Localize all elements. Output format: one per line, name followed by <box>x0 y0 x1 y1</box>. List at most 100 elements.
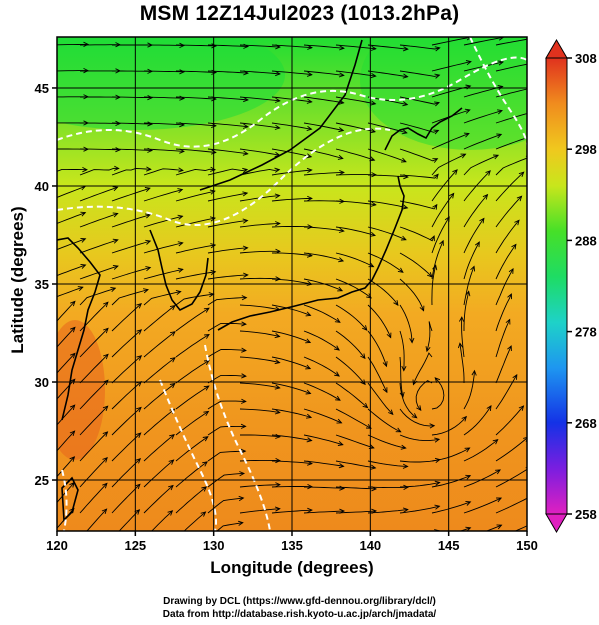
streamline <box>367 70 408 78</box>
streamline <box>111 267 151 280</box>
streamline-arrowhead <box>307 44 313 50</box>
streamline-arrowhead <box>210 149 217 155</box>
streamline <box>431 265 437 306</box>
streamline-arrowhead <box>432 203 438 210</box>
streamline-arrowhead <box>80 237 87 243</box>
streamline-arrowhead <box>242 123 249 129</box>
streamline-arrowhead <box>274 530 276 531</box>
streamline-arrowhead <box>306 153 313 159</box>
streamline-arrowhead <box>274 193 281 199</box>
streamline <box>303 304 341 323</box>
streamline-arrowhead <box>337 154 344 160</box>
streamline <box>463 469 501 488</box>
streamline-arrowhead <box>362 325 368 331</box>
streamline <box>431 37 472 46</box>
streamline <box>335 278 372 299</box>
streamline-arrowhead <box>425 346 431 353</box>
streamline <box>463 133 502 150</box>
streamline <box>367 330 387 367</box>
streamline <box>111 148 153 151</box>
streamline-arrowhead <box>70 352 76 359</box>
streamline <box>463 194 488 228</box>
streamline <box>151 510 173 531</box>
x-tick-label: 120 <box>46 538 68 553</box>
streamline-arrowhead <box>170 357 176 363</box>
streamline <box>335 434 374 449</box>
streamline-arrowhead <box>102 482 108 489</box>
streamline-arrowhead <box>397 267 404 273</box>
streamline <box>399 304 413 343</box>
streamline <box>143 291 181 306</box>
streamline <box>303 148 343 159</box>
streamline-arrowhead <box>465 500 472 506</box>
streamline <box>207 220 248 228</box>
warm-region-west <box>57 320 105 460</box>
streamline-arrowhead <box>369 156 376 162</box>
streamline <box>399 96 440 105</box>
streamline-arrowhead <box>338 463 345 469</box>
streamline-arrowhead <box>529 135 534 139</box>
streamline-arrowhead <box>471 369 477 376</box>
streamline-arrowhead <box>395 427 402 433</box>
streamline <box>367 278 399 306</box>
streamline <box>528 38 567 45</box>
streamline-arrowhead <box>241 295 248 301</box>
streamline <box>426 321 433 352</box>
streamline <box>412 352 433 385</box>
x-tick-label: 145 <box>438 538 460 553</box>
streamline <box>143 485 174 514</box>
streamline <box>57 286 83 298</box>
streamline <box>335 304 368 331</box>
streamline-arrowhead <box>409 337 415 344</box>
streamline <box>431 169 458 202</box>
streamline <box>143 408 175 436</box>
streamline <box>367 509 408 514</box>
streamline-arrowhead <box>382 361 388 368</box>
streamline-arrowhead <box>465 290 471 297</box>
streamline <box>303 356 340 377</box>
streamline-arrowhead <box>134 509 141 515</box>
streamline <box>335 200 376 206</box>
streamline <box>175 70 217 73</box>
streamline <box>399 44 440 50</box>
streamline <box>367 356 388 393</box>
streamline <box>111 240 151 254</box>
streamline <box>240 434 280 438</box>
streamline-arrowhead <box>419 305 425 312</box>
streamline-arrowhead <box>403 484 410 490</box>
streamline <box>57 301 76 322</box>
streamline <box>239 44 280 48</box>
streamline <box>399 200 438 210</box>
streamline <box>239 356 280 364</box>
streamline-arrowhead <box>402 101 409 107</box>
streamline-arrowhead <box>175 289 182 295</box>
streamline-arrowhead <box>460 153 467 159</box>
streamline <box>79 239 118 254</box>
streamline <box>495 468 527 488</box>
streamline-arrowhead <box>204 333 210 339</box>
streamline-arrowhead <box>112 264 119 270</box>
streamline-arrowhead <box>336 418 343 424</box>
streamline <box>207 247 248 254</box>
streamline-arrowhead <box>83 41 90 48</box>
streamline <box>239 168 280 176</box>
streamline-arrowhead <box>362 402 369 409</box>
streamline <box>57 264 86 277</box>
streamline <box>463 370 475 410</box>
streamline-arrowhead <box>518 171 525 177</box>
streamline <box>367 148 407 163</box>
streamline-arrowhead <box>399 391 405 398</box>
streamline-arrowhead <box>337 286 344 292</box>
streamline <box>431 240 444 280</box>
streamline-arrowhead <box>203 410 210 417</box>
streamline-arrowhead <box>434 101 440 107</box>
streamline-arrowhead <box>497 85 504 91</box>
streamline-arrowhead <box>143 288 150 294</box>
streamline <box>461 317 465 358</box>
streamline <box>175 436 209 462</box>
streamline <box>495 157 527 176</box>
streamline-arrowhead <box>339 169 345 176</box>
streamline-arrowhead <box>307 532 312 536</box>
streamline-arrowhead <box>112 212 119 218</box>
streamline <box>335 70 376 77</box>
